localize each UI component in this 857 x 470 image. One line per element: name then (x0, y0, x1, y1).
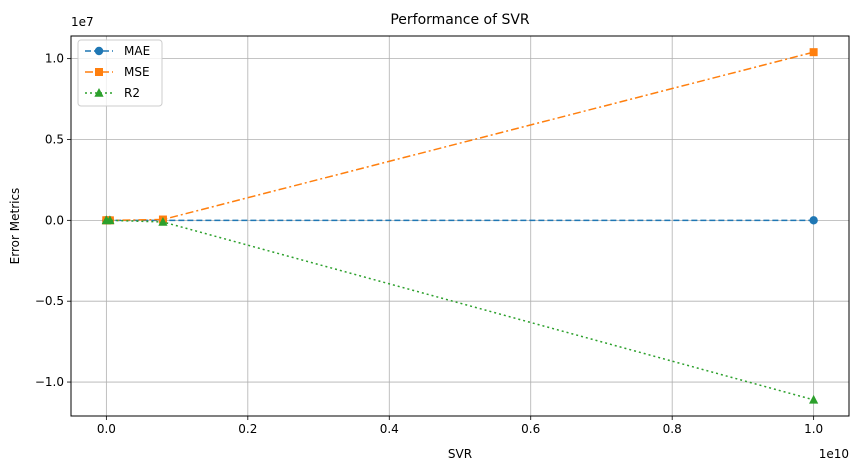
data-point-r2 (158, 216, 168, 226)
legend-marker-r2 (94, 88, 104, 97)
series-line-mse (106, 51, 814, 222)
series-mae (102, 216, 818, 225)
grid-lines (71, 36, 849, 416)
y-multiplier-label: 1e7 (71, 15, 94, 29)
y-tick-label: 0.0 (45, 213, 64, 227)
axis-ticks: 0.0 0.2 0.4 0.6 0.8 1.0 −1.0 −0.5 0.0 0.5 1.0 (35, 52, 823, 436)
legend-label-r2: R2 (124, 86, 140, 100)
legend: MAE MSE R2 (77, 39, 163, 107)
x-tick-label: 0.2 (238, 422, 257, 436)
x-axis-label: SVR (448, 447, 472, 461)
x-tick-label: 0.8 (663, 422, 682, 436)
legend-label-mse: MSE (124, 65, 150, 79)
legend-item-mse: MSE (85, 65, 150, 79)
series-line-r2 (106, 219, 814, 401)
legend-marker-mae (94, 46, 104, 56)
legend-item-r2: R2 (85, 86, 140, 100)
y-tick-label: 0.5 (45, 132, 64, 146)
series-mse (102, 48, 818, 225)
y-axis-label: Error Metrics (8, 188, 22, 265)
plot-frame (70, 35, 850, 417)
data-point-mse (809, 48, 818, 57)
x-tick-label: 0.6 (521, 422, 540, 436)
x-tick-label: 0.0 (97, 422, 116, 436)
data-point-r2 (809, 394, 819, 404)
series-lines (101, 48, 819, 404)
x-tick-label: 0.4 (380, 422, 399, 436)
data-point-r2 (105, 215, 115, 225)
y-tick-label: −0.5 (35, 294, 64, 308)
data-point-mae (809, 216, 818, 225)
y-tick-label: 1.0 (45, 52, 64, 66)
legend-marker-mse (95, 68, 103, 76)
legend-label-mae: MAE (124, 44, 150, 58)
series-r2 (101, 215, 819, 404)
chart-title: Performance of SVR (390, 12, 530, 28)
y-tick-label: −1.0 (35, 375, 64, 389)
x-tick-label: 1.0 (804, 422, 823, 436)
legend-item-mae: MAE (85, 44, 150, 58)
x-multiplier-label: 1e10 (819, 447, 849, 461)
